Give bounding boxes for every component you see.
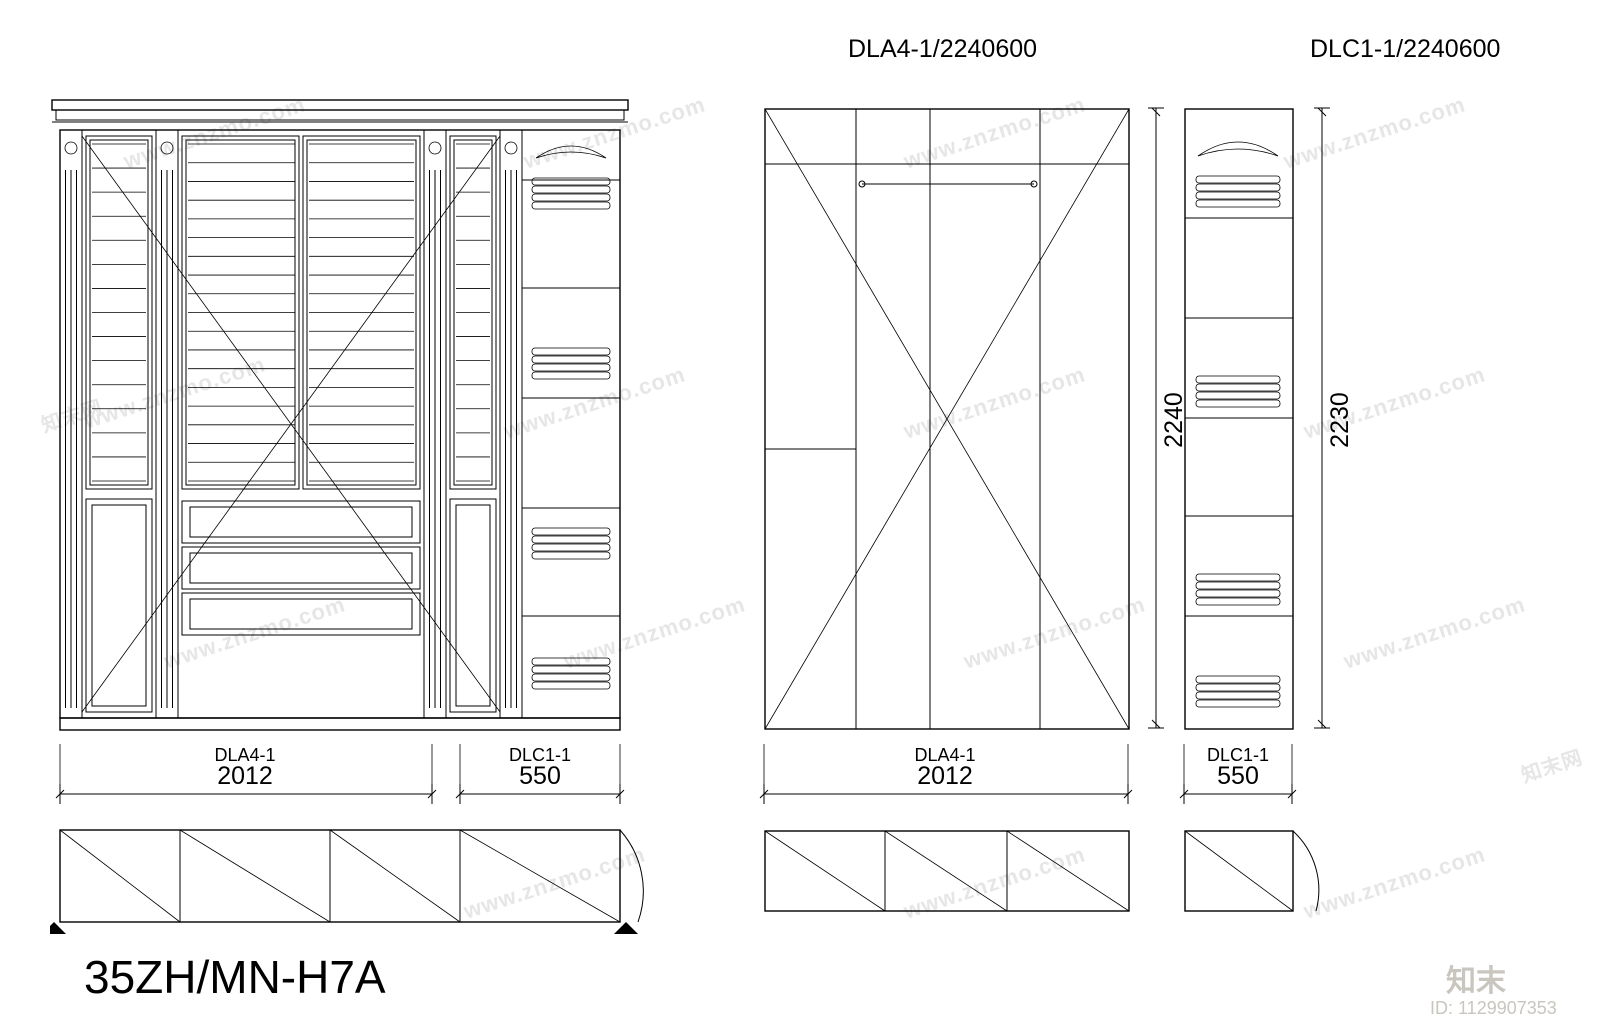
model-code: 35ZH/MN-H7A bbox=[84, 950, 386, 1004]
plan-view-left bbox=[50, 820, 650, 942]
plan-view-right-main bbox=[764, 830, 1132, 914]
dim-value-1: 2012 bbox=[217, 762, 273, 791]
brand-logo-text: 知末 bbox=[1446, 956, 1506, 1000]
dim-value-3: 2012 bbox=[917, 762, 973, 791]
plan-view-right-side bbox=[1184, 830, 1322, 930]
dim-value-2: 550 bbox=[519, 762, 561, 791]
dimensions-horizontal bbox=[0, 0, 1600, 820]
dim-value-4: 550 bbox=[1217, 762, 1259, 791]
asset-id: ID: 1129907353 bbox=[1430, 998, 1557, 1019]
